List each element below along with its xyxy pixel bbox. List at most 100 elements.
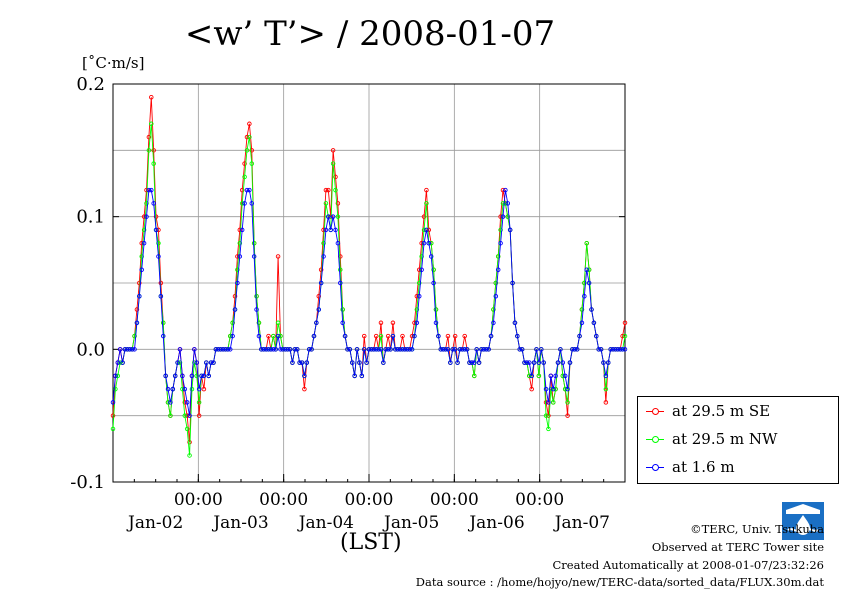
data-point bbox=[479, 347, 484, 352]
data-point bbox=[481, 347, 487, 352]
data-point bbox=[424, 187, 429, 193]
data-point bbox=[500, 187, 506, 193]
data-point bbox=[570, 347, 575, 352]
data-point bbox=[428, 254, 434, 259]
data-point bbox=[414, 294, 420, 299]
data-point bbox=[271, 347, 276, 352]
data-point bbox=[244, 187, 250, 193]
data-point bbox=[326, 214, 331, 219]
data-point bbox=[342, 333, 348, 339]
data-point bbox=[450, 347, 455, 352]
data-point bbox=[113, 373, 118, 379]
data-point bbox=[321, 227, 326, 233]
data-point bbox=[385, 333, 391, 339]
data-point bbox=[543, 413, 549, 418]
data-point bbox=[405, 347, 410, 352]
data-point bbox=[132, 333, 137, 339]
data-series bbox=[110, 95, 628, 458]
data-point bbox=[172, 373, 178, 379]
data-point bbox=[467, 360, 472, 365]
data-point bbox=[275, 333, 281, 339]
data-point bbox=[239, 187, 245, 193]
data-point bbox=[271, 333, 276, 339]
x-tick-time-label: 00:00 bbox=[515, 490, 564, 510]
data-point bbox=[187, 453, 192, 458]
data-point bbox=[261, 347, 266, 352]
data-point bbox=[550, 400, 556, 405]
data-point bbox=[586, 280, 592, 286]
data-point bbox=[294, 347, 300, 352]
data-point bbox=[495, 267, 501, 272]
data-point bbox=[529, 386, 534, 392]
data-point bbox=[519, 347, 525, 352]
data-point bbox=[352, 373, 357, 379]
data-point bbox=[601, 360, 606, 365]
data-point bbox=[153, 227, 159, 233]
data-point bbox=[491, 320, 496, 326]
data-point bbox=[402, 347, 408, 352]
data-point bbox=[242, 161, 247, 166]
data-point bbox=[562, 373, 568, 379]
x-date-label: Jan-02 bbox=[126, 513, 183, 533]
data-point bbox=[141, 214, 147, 219]
data-point bbox=[309, 347, 314, 352]
data-point bbox=[323, 227, 329, 233]
data-point bbox=[620, 347, 625, 352]
data-point bbox=[419, 240, 424, 246]
data-point bbox=[333, 174, 338, 180]
data-point bbox=[579, 320, 585, 326]
data-point bbox=[110, 413, 116, 418]
data-point bbox=[149, 121, 154, 127]
data-point bbox=[546, 413, 551, 418]
grid-lines bbox=[113, 83, 625, 483]
data-point bbox=[225, 347, 231, 352]
data-point bbox=[354, 347, 360, 352]
data-point bbox=[316, 294, 322, 299]
data-point bbox=[184, 400, 190, 405]
data-point bbox=[613, 347, 618, 352]
data-point bbox=[546, 400, 551, 405]
data-point bbox=[220, 347, 226, 352]
data-point bbox=[361, 347, 367, 352]
data-point bbox=[460, 347, 465, 352]
legend-symbol-low bbox=[646, 462, 664, 472]
data-point bbox=[378, 347, 384, 352]
data-point bbox=[364, 360, 369, 365]
data-point bbox=[433, 320, 439, 326]
data-point bbox=[302, 373, 307, 379]
x-date-label: Jan-06 bbox=[467, 513, 524, 533]
data-point bbox=[330, 214, 336, 219]
data-point bbox=[594, 333, 599, 339]
data-point bbox=[182, 400, 188, 405]
data-point bbox=[426, 240, 432, 246]
data-point bbox=[335, 214, 341, 219]
data-point bbox=[120, 360, 125, 365]
data-point bbox=[610, 347, 616, 352]
data-point bbox=[393, 347, 398, 352]
data-point bbox=[184, 413, 190, 418]
data-point bbox=[539, 347, 544, 352]
data-point bbox=[431, 267, 436, 272]
data-point bbox=[187, 413, 192, 418]
data-point bbox=[259, 347, 264, 352]
data-point bbox=[620, 333, 625, 339]
data-point bbox=[235, 254, 240, 259]
data-point bbox=[462, 333, 467, 339]
data-point bbox=[139, 267, 144, 272]
data-point bbox=[381, 360, 386, 365]
data-point bbox=[529, 373, 534, 379]
data-point bbox=[275, 320, 281, 326]
x-date-label: Jan-07 bbox=[553, 513, 610, 533]
data-point bbox=[371, 347, 377, 352]
data-point bbox=[500, 214, 506, 219]
data-point bbox=[192, 347, 197, 352]
data-point bbox=[206, 373, 211, 379]
data-point bbox=[555, 360, 561, 365]
data-point bbox=[242, 174, 247, 180]
data-point bbox=[158, 294, 164, 299]
data-point bbox=[565, 386, 570, 392]
data-point bbox=[290, 360, 295, 365]
x-tick-time-label: 00:00 bbox=[430, 490, 479, 510]
data-point bbox=[189, 386, 195, 392]
data-point bbox=[237, 227, 243, 233]
